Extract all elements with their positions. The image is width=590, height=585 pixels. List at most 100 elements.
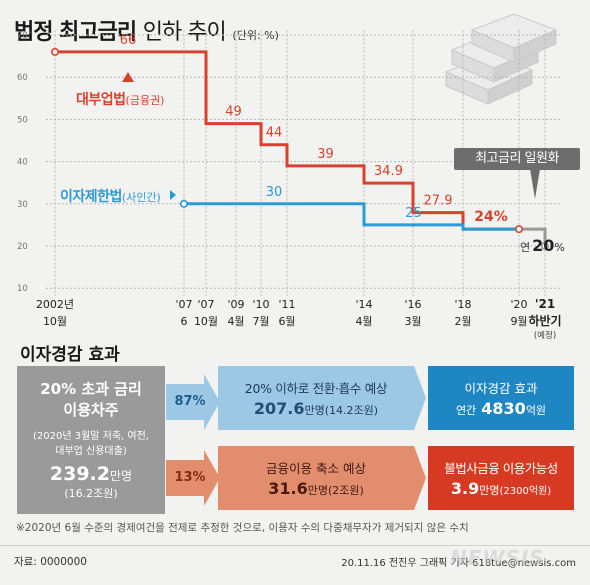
series-line-0 [55,50,519,231]
shrink-num: 31.6만명(2조원) [218,479,414,498]
arrow-87 [166,374,220,430]
illegal-box: 불법사금융 이용가능성 3.9만명(2300억원) [428,446,574,510]
source-line1: 20% 초과 금리 [40,380,142,398]
illegal-value: 3.9만명(2300억원) [428,479,574,498]
interest-title: 이자경감 효과 [464,381,538,396]
title-rest: 인하 추이 [142,20,227,45]
y-tick-label-60: 60 [17,73,28,83]
illegal-sub: (2300억원) [499,486,552,497]
series-line-1 [184,202,519,231]
shrink-sub: (2조원) [327,484,364,497]
value-label-0-5: 27.9 [424,194,453,209]
source-line2: 이용차주 [63,401,119,419]
pct-87: 87% [174,394,206,409]
x-tick-bottom-5: 6월 [278,315,295,328]
x-tick-bottom-10: 하반기 [528,313,561,328]
series-line-2 [519,227,547,246]
legend-ija: 이자제한법(사인간) [60,186,161,206]
legend-ija-sub: (사인간) [121,191,161,204]
x-tick-top-5: '11 [278,298,295,311]
legend-daebu-sub: (금융권) [125,94,165,107]
y-tick-label-70: 70 [17,31,28,41]
convert-text: 20% 이하로 전환·흡수 예상 [244,381,388,396]
footer-divider [0,545,590,546]
legend-ija-name: 이자제한법 [60,189,122,205]
y-tick-label-40: 40 [17,158,28,168]
footnote: ※2020년 6월 수준의 경제여건을 전제로 추정한 것으로, 이용자 수의 … [16,522,469,534]
arrow-convert [414,366,426,430]
source-sub: (16.2조원) [64,487,118,500]
series-end-dot-2 [540,242,549,251]
x-tick-top-8: '18 [454,298,471,311]
watermark-logo: NEWSIS [450,546,545,570]
x-tick-top-9: '20 [510,298,527,311]
y-tick-label-30: 30 [17,200,28,210]
x-tick-top-1: '07 [175,298,192,311]
illegal-num: 3.9 [450,479,480,498]
interest-prefix: 연간 [455,404,477,417]
x-tick-top-6: '14 [355,298,372,311]
legend-daebu-name: 대부업법 [76,92,126,108]
value-label-1-1: 25 [405,206,422,221]
end-value-prefix: 연 [520,241,531,254]
value-label-0-0: 66 [120,33,137,48]
x-tick-bottom-6: 4월 [355,315,372,328]
x-tick-bottom-9: 9월 [510,315,527,328]
merge-dot [514,225,523,234]
convert-num: 207.6만명(14.2조원) [218,399,414,418]
legend-ija-marker [170,190,176,200]
x-tick-sub-10: (예정) [534,330,556,340]
legend-daebu: 대부업법(금융권) [76,89,164,109]
title-bold: 법정 최고금리 [14,20,137,45]
value-label-0-6: 24% [474,209,508,225]
legend-daebu-marker [122,72,134,82]
x-axis: 2002년10월'076'0710월'094월'107월'116월'144월'1… [36,30,562,340]
y-tick-label-50: 50 [17,115,28,125]
source-detail1: (2020년 3월말 저축, 여전, [32,431,149,442]
source-num-value: 239.2 [49,463,110,485]
x-tick-bottom-1: 6 [181,315,188,328]
illegal-unit: 만명 [479,484,500,497]
interest-num: 4830 [481,399,526,418]
shrink-num-unit: 만명 [307,484,328,497]
x-tick-top-2: '07 [197,298,214,311]
series-start-dot-0 [50,47,59,56]
convert-box: 20% 이하로 전환·흡수 예상 207.6만명(14.2조원) [218,366,414,430]
x-tick-top-7: '16 [404,298,421,311]
unify-callout-text: 최고금리 일원화 [475,151,559,166]
value-label-1-0: 30 [266,185,283,200]
value-label-0-2: 44 [266,126,283,141]
illegal-title: 불법사금융 이용가능성 [444,461,558,476]
x-tick-bottom-7: 3월 [404,315,421,328]
author-credit: 20.11.16 전진우 그래픽 기자 618tue@newsis.com [341,558,576,569]
shrink-text: 금융이용 축소 예상 [266,461,366,476]
value-label-0-4: 34.9 [374,164,403,179]
source-num-unit: 만명 [110,469,133,483]
source-credit: 자료: 0000000 [14,556,87,568]
convert-sub: (14.2조원) [324,404,379,417]
x-tick-bottom-8: 2월 [454,315,471,328]
x-tick-top-3: '09 [227,298,244,311]
money-stack-icon [444,13,558,105]
source-box: 20% 초과 금리 이용차주 (2020년 3월말 저축, 여전, 대부업 신용… [17,366,165,514]
series-start-dot-1 [180,199,189,208]
page-title: 법정 최고금리 인하 추이 (단위: %) [14,14,279,46]
arrow-shrink [414,446,426,510]
shrink-num-value: 31.6 [268,479,308,498]
value-label-0-1: 49 [225,105,242,120]
y-tick-label-20: 20 [17,242,28,252]
interest-value: 연간 4830억원 [428,399,574,418]
interest-unit: 억원 [525,404,547,417]
x-tick-bottom-2: 10월 [194,315,218,328]
source-detail2: 대부업 신용대출) [55,446,127,457]
unify-callout: 최고금리 일원화 [454,148,580,170]
value-label-0-3: 39 [317,147,334,162]
x-tick-bottom-3: 4월 [227,315,244,328]
end-value-unit: % [554,241,565,254]
arrow-13 [166,450,220,506]
pct-13: 13% [174,470,206,485]
shrink-box: 금융이용 축소 예상 31.6만명(2조원) [218,446,414,510]
source-num: 239.2만명 [17,463,165,485]
x-tick-bottom-4: 7월 [252,315,269,328]
chart-series: 66 49 44 39 34.9 27.9 24% 30 25 [50,33,549,251]
